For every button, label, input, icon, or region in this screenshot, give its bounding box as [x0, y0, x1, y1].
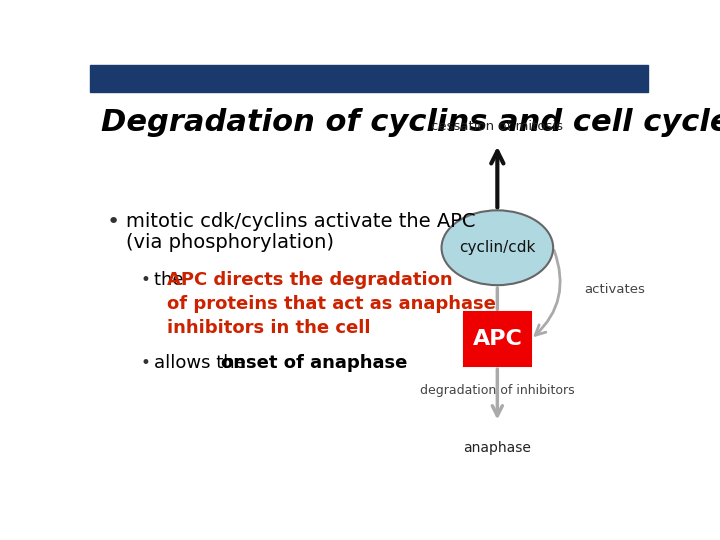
Bar	[90, 65, 648, 92]
Ellipse shape	[441, 210, 553, 285]
Text: degradation of inhibitors: degradation of inhibitors	[420, 383, 575, 397]
Text: allows the: allows the	[154, 354, 252, 372]
Text: onset of anaphase: onset of anaphase	[221, 354, 408, 372]
Text: •: •	[107, 212, 120, 232]
Text: APC: APC	[472, 329, 522, 349]
Text: •: •	[140, 271, 150, 288]
Text: (via phosphorylation): (via phosphorylation)	[126, 233, 334, 252]
Text: the: the	[154, 271, 189, 288]
Text: •: •	[140, 354, 150, 372]
Text: mitotic cdk/cyclins activate the APC: mitotic cdk/cyclins activate the APC	[126, 212, 476, 232]
Text: cyclin/cdk: cyclin/cdk	[459, 240, 536, 255]
Bar	[464, 312, 531, 366]
Text: Degradation of cyclins and cell cycle control: Degradation of cyclins and cell cycle co…	[101, 109, 720, 138]
Text: cessation of mitosis: cessation of mitosis	[431, 120, 563, 133]
Text: anaphase: anaphase	[464, 441, 531, 455]
Text: APC directs the degradation
of proteins that act as anaphase
inhibitors in the c: APC directs the degradation of proteins …	[167, 271, 496, 337]
Text: activates: activates	[584, 283, 644, 296]
